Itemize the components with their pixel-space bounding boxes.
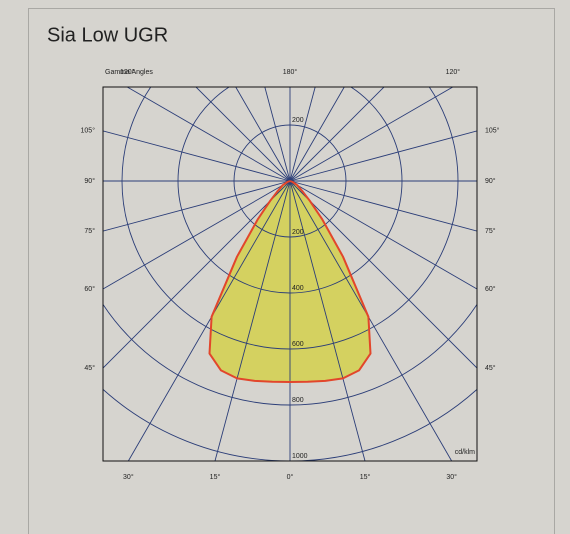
angle-label: 45° (485, 364, 496, 372)
angle-label: 105° (485, 127, 500, 135)
angle-label: 75° (485, 227, 496, 235)
radial-line (289, 130, 477, 182)
angle-label: 120° (120, 68, 135, 76)
ring-label: 200 (292, 117, 304, 124)
angle-label: 45° (84, 364, 95, 372)
radial-line (289, 87, 345, 182)
curve-fill (290, 181, 371, 382)
angle-label: 30° (446, 473, 457, 481)
angle-label: 0° (287, 473, 294, 481)
angle-label: 15° (360, 473, 371, 481)
angle-label: 60° (84, 285, 95, 293)
ring-label: 400 (292, 285, 304, 292)
radial-line (289, 87, 316, 182)
angle-label: 75° (84, 227, 95, 235)
radial-line (235, 87, 291, 182)
radial-line (103, 180, 291, 232)
radial-line (214, 180, 291, 461)
radial-line (264, 87, 291, 182)
plot-box (102, 86, 478, 462)
curve-line (289, 180, 372, 383)
radial-line (289, 180, 477, 290)
unit-label: cd/klm (455, 449, 475, 456)
radial-line (289, 180, 477, 232)
radial-line (289, 180, 366, 461)
radial-line (103, 180, 291, 290)
angle-label: 30° (123, 473, 134, 481)
radial-line (103, 180, 291, 369)
curve-line (208, 180, 291, 383)
ring-label: 800 (292, 397, 304, 404)
radial-line (127, 180, 291, 461)
radial-line (126, 87, 291, 182)
angle-label: 180° (283, 68, 298, 76)
angle-label: 60° (485, 285, 496, 293)
radial-line (289, 180, 477, 369)
angle-label: 90° (485, 177, 496, 185)
ring-label: 200 (292, 229, 304, 236)
ring-label: 600 (292, 341, 304, 348)
angle-label: 105° (81, 127, 96, 135)
title: Sia Low UGR (47, 24, 168, 46)
curve-fill (209, 181, 290, 382)
angle-label: 120° (446, 68, 461, 76)
angle-label: 90° (84, 177, 95, 185)
radial-line (103, 130, 291, 182)
radial-line (289, 87, 454, 182)
angle-label: 15° (210, 473, 221, 481)
ring-label: 1000 (292, 453, 308, 460)
radial-line (289, 87, 385, 182)
axis-label: Gamma Angles (105, 69, 153, 76)
radial-line (195, 87, 291, 182)
radial-line (289, 180, 453, 461)
